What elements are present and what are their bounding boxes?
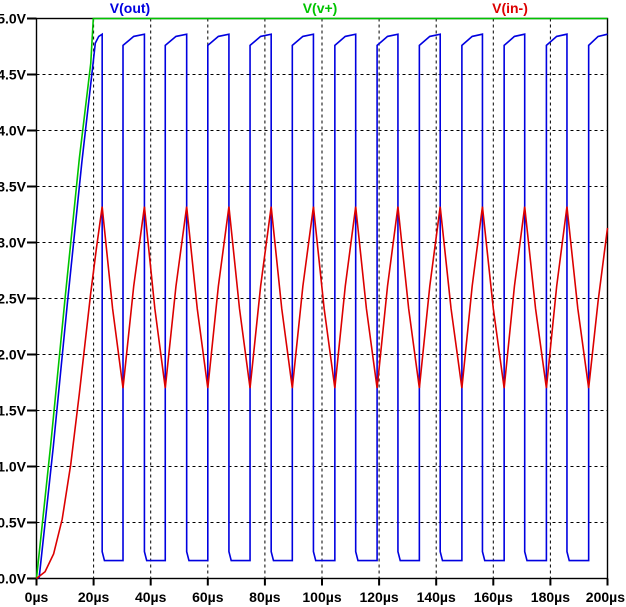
x-tick-label: 180µs (531, 589, 570, 605)
legend-trace-vplus[interactable]: V(v+) (302, 0, 338, 16)
y-tick-label: 4.0V (0, 123, 27, 139)
trace-vminus (36, 206, 609, 580)
legend-trace-vminus[interactable]: V(in-) (492, 0, 528, 16)
y-tick-label: 1.5V (0, 403, 27, 419)
x-tick-label: 100µs (302, 589, 341, 605)
y-tick-label: 5.0V (0, 11, 27, 27)
legend-trace-vout[interactable]: V(out) (109, 0, 151, 16)
y-tick-label: 2.0V (0, 347, 27, 363)
trace-vplus (35, 17, 608, 579)
x-tick-label: 20µs (78, 589, 110, 605)
y-tick-label: 2.5V (0, 291, 27, 307)
x-tick-label: 140µs (417, 589, 456, 605)
y-tick-label: 3.0V (0, 235, 27, 251)
x-tick-label: 60µs (192, 589, 224, 605)
x-tick-label: 40µs (135, 589, 167, 605)
y-tick-label: 4.5V (0, 67, 27, 83)
y-tick-label: 0.5V (0, 515, 27, 531)
x-tick-label: 80µs (249, 589, 281, 605)
y-tick-label: 0.0V (0, 571, 27, 587)
y-tick-label: 1.0V (0, 459, 27, 475)
x-tick-label: 160µs (474, 589, 513, 605)
trace-vout (38, 32, 608, 579)
x-tick-label: 200µs (586, 589, 625, 605)
x-tick-label: 120µs (359, 589, 398, 605)
x-tick-label: 0µs (25, 589, 49, 605)
y-tick-label: 3.5V (0, 179, 27, 195)
